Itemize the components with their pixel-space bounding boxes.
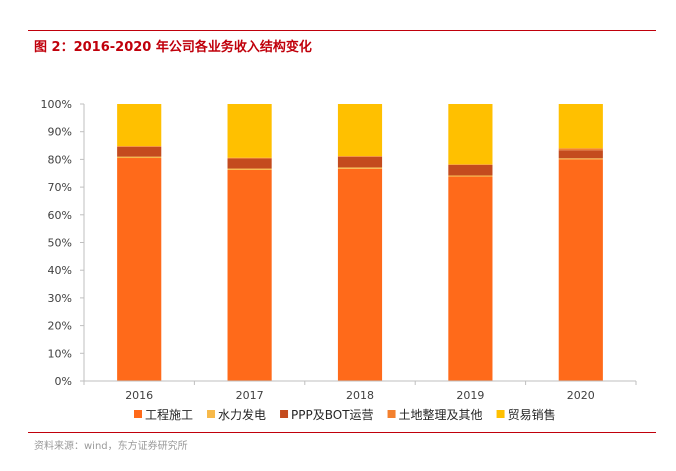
bar-stacks (117, 104, 603, 381)
bar-segment-s0-2018 (337, 168, 383, 381)
bar-stack-2018 (337, 104, 383, 381)
source-note: 资料来源：wind，东方证券研究所 (34, 441, 188, 452)
bar-segment-s3-2016 (117, 146, 162, 147)
bar-segment-s1-2018 (337, 167, 383, 169)
bar-segment-s3-2017 (227, 157, 272, 159)
legend-label: 工程施工 (145, 407, 193, 422)
bar-segment-s4-2020 (558, 104, 603, 149)
bar-stack-2017 (227, 104, 272, 381)
bar-segment-s1-2016 (117, 156, 162, 159)
y-tick-label: 0% (55, 375, 72, 388)
bar-stack-2019 (448, 104, 493, 381)
y-tick-label: 90% (48, 126, 72, 139)
bar-segment-s3-2019 (448, 164, 493, 165)
y-tick-label: 80% (48, 153, 72, 166)
bar-stack-2020 (558, 104, 603, 381)
bar-segment-s4-2017 (227, 104, 272, 158)
bar-stack-2016 (117, 104, 162, 381)
x-tick-label-2018: 2018 (346, 389, 374, 402)
bar-segment-s4-2018 (337, 104, 383, 157)
y-tick-label: 30% (48, 292, 72, 305)
legend-label: 贸易销售 (508, 407, 556, 422)
bar-segment-s2-2016 (117, 146, 162, 157)
legend-swatch (134, 410, 142, 418)
bar-segment-s1-2019 (448, 175, 493, 177)
legend-label: 水力发电 (218, 407, 266, 422)
bar-segment-s0-2016 (117, 158, 162, 381)
legend-item-4: 贸易销售 (496, 407, 556, 422)
legend-swatch (207, 410, 216, 418)
bar-segment-s2-2020 (558, 150, 603, 159)
y-tick-label: 100% (41, 98, 72, 111)
y-axis: 0% 10% 20% 30% 40% 50% 60% 70% 80% 90% 100% (41, 98, 85, 388)
bar-segment-s1-2017 (227, 168, 272, 170)
bar-segment-s0-2017 (227, 169, 272, 381)
y-tick-label: 20% (48, 320, 72, 333)
x-tick-label-2016: 2016 (125, 389, 153, 402)
bar-segment-s4-2019 (448, 104, 493, 165)
source-rule (28, 432, 656, 433)
y-tick-label: 70% (48, 181, 72, 194)
y-tick-label: 40% (48, 264, 72, 277)
bar-segment-s2-2017 (227, 158, 272, 169)
legend-label: PPP及BOT运营 (291, 408, 374, 422)
bar-segment-s1-2020 (558, 158, 603, 160)
x-tick-label-2019: 2019 (456, 389, 484, 402)
y-tick-label: 10% (48, 347, 72, 360)
legend-label: 土地整理及其他 (399, 407, 483, 422)
bar-segment-s2-2019 (448, 164, 493, 176)
bar-segment-s2-2018 (337, 156, 383, 168)
legend-item-3: 土地整理及其他 (387, 407, 483, 422)
legend-swatch (496, 410, 505, 418)
title-rule (28, 30, 656, 31)
legend-item-1: 水力发电 (207, 407, 266, 422)
bar-segment-s0-2020 (558, 159, 603, 381)
y-tick-label: 60% (48, 209, 72, 222)
bar-segment-s0-2019 (448, 176, 493, 381)
x-tick-label-2017: 2017 (236, 389, 264, 402)
bar-segment-s4-2016 (117, 104, 162, 147)
legend-swatch (387, 410, 396, 418)
y-tick-label: 50% (48, 237, 72, 250)
x-axis: 2016 2017 2018 2019 2020 (83, 380, 637, 402)
bar-segment-s3-2020 (558, 148, 603, 151)
chart-title: 图 2：2016-2020 年公司各业务收入结构变化 (34, 40, 312, 55)
legend-item-0: 工程施工 (134, 407, 193, 422)
legend-swatch (280, 410, 289, 418)
x-tick-label-2020: 2020 (567, 389, 595, 402)
bar-segment-s3-2018 (337, 156, 383, 157)
legend-item-2: PPP及BOT运营 (280, 408, 374, 422)
legend: 工程施工 水力发电 PPP及BOT运营 土地整理及其他 贸易销售 (134, 407, 556, 422)
